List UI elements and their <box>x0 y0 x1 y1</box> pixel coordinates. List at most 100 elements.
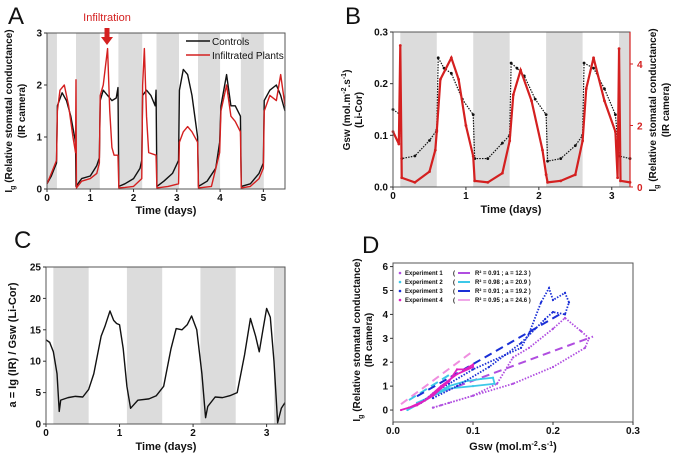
dark-period-band <box>126 267 163 424</box>
data-point <box>406 408 409 412</box>
x-tick-label: 0 <box>44 193 50 204</box>
data-point <box>551 298 555 302</box>
data-point <box>539 301 543 304</box>
dark-period-band <box>156 33 179 189</box>
data-point <box>471 385 475 388</box>
dark-period-band <box>75 33 100 189</box>
data-point <box>551 365 555 369</box>
y-axis-title-c: a = Ig (IR) / Gsw (Li-Cor) <box>7 282 19 407</box>
data-point <box>551 310 555 314</box>
dark-period-band <box>200 267 236 424</box>
data-point <box>413 154 417 158</box>
y-axis-title-d: Ig (Relative stomatal conductance) <box>352 258 365 421</box>
y-tick-label: 2 <box>36 81 42 92</box>
data-point <box>455 373 459 376</box>
dark-period-band <box>47 33 57 189</box>
data-point <box>573 144 577 148</box>
data-point <box>500 171 504 175</box>
y-axis-title-b-line2: (Li-Cor) <box>354 92 365 128</box>
x-tick-label: 1 <box>87 193 93 204</box>
series-line-1 <box>46 68 286 188</box>
data-point <box>439 385 443 388</box>
data-point <box>567 301 571 304</box>
data-point <box>614 130 617 134</box>
y-axis-title-d-line2: (IR camera) <box>364 313 375 367</box>
experiment-1-data <box>432 316 591 409</box>
x-tick-label: 3 <box>174 193 180 204</box>
x-tick-label: 2 <box>536 191 542 202</box>
y-tick-label: 0.1 <box>374 131 388 142</box>
panel-c: 0 1 2 3 0 5 10 15 20 25 <box>30 263 286 439</box>
data-point <box>546 180 549 184</box>
panel-a: 0 1 2 3 4 5 0 1 2 3 <box>36 29 286 204</box>
data-point <box>509 61 513 65</box>
series-line-2 <box>392 45 631 184</box>
x-axis-title-a: Time (days) <box>136 205 197 217</box>
plot-frame <box>46 32 286 190</box>
data-point <box>398 44 402 47</box>
data-point <box>581 139 584 143</box>
y-tick-label: 15 <box>30 325 42 336</box>
legend-label-infiltrated: Infiltrated Plants <box>212 51 284 62</box>
legend-entry-exp2: Experiment 2 ( R² = 0.98 ; a = 20.9 ) <box>398 279 531 286</box>
y-axis-title-b-right: Ig (Relative stomatal conductance) <box>648 28 661 191</box>
data-point <box>559 179 563 183</box>
svg-text:Experiment 2: Experiment 2 <box>405 280 443 286</box>
data-point <box>479 377 483 381</box>
infiltration-arrow-icon <box>101 28 113 45</box>
x-tick-label: 0.0 <box>386 426 400 437</box>
dark-period-band <box>240 33 264 189</box>
panel-b: 0 1 2 3 0.0 0.1 0.2 0.3 0 2 4 <box>374 28 643 203</box>
data-point <box>447 401 451 404</box>
x-tick-label: 0.2 <box>546 426 560 437</box>
data-point <box>584 87 588 90</box>
data-point <box>486 157 490 160</box>
data-point <box>447 385 451 388</box>
x-tick-label: 2 <box>190 428 196 439</box>
x-tick-label: 5 <box>261 193 267 204</box>
data-point <box>449 56 453 60</box>
experiment-2-fit-line <box>408 374 450 401</box>
data-point <box>455 368 459 371</box>
data-point <box>551 327 555 330</box>
data-point <box>579 330 583 333</box>
y-tick-label: 1 <box>36 133 42 144</box>
data-point <box>515 66 519 70</box>
legend-label-controls: Controls <box>212 37 249 48</box>
y-tick-label: 3 <box>382 334 388 345</box>
svg-text:Experiment 3: Experiment 3 <box>405 289 443 295</box>
data-point <box>428 170 431 174</box>
legend-entry-exp4: Experiment 4 ( R² = 0.95 ; a = 24.6 ) <box>398 297 531 304</box>
y-tick-label: 0 <box>36 185 42 196</box>
data-point <box>436 56 440 60</box>
dark-period-band <box>619 32 630 187</box>
data-point <box>433 148 437 152</box>
data-point <box>614 113 617 117</box>
legend-entry-exp3: Experiment 3 ( R² = 0.91 ; a = 19.2 ) <box>398 288 531 295</box>
data-point <box>573 173 577 177</box>
data-point <box>582 61 586 65</box>
dark-period-band <box>118 33 143 189</box>
data-point <box>464 124 468 127</box>
dark-period-band <box>546 32 583 187</box>
data-point <box>544 173 548 177</box>
panel-label-d: D <box>362 232 379 259</box>
data-point <box>471 368 475 371</box>
data-point <box>473 179 477 183</box>
data-point <box>541 148 544 152</box>
series-line-2 <box>46 47 286 189</box>
data-point <box>587 337 591 340</box>
data-point <box>471 113 475 117</box>
y-tick-label: 3 <box>36 29 42 40</box>
data-point <box>533 97 537 101</box>
data-point <box>397 142 401 146</box>
data-point <box>486 180 490 184</box>
y-tick-label: 0.3 <box>374 28 388 39</box>
data-point <box>547 287 551 290</box>
data-point <box>527 332 531 335</box>
x-axis-title-d: Gsw (mol.m-2.s-1) <box>469 441 557 453</box>
dark-period-band <box>473 32 510 187</box>
data-point <box>423 399 427 402</box>
data-point <box>592 66 595 70</box>
